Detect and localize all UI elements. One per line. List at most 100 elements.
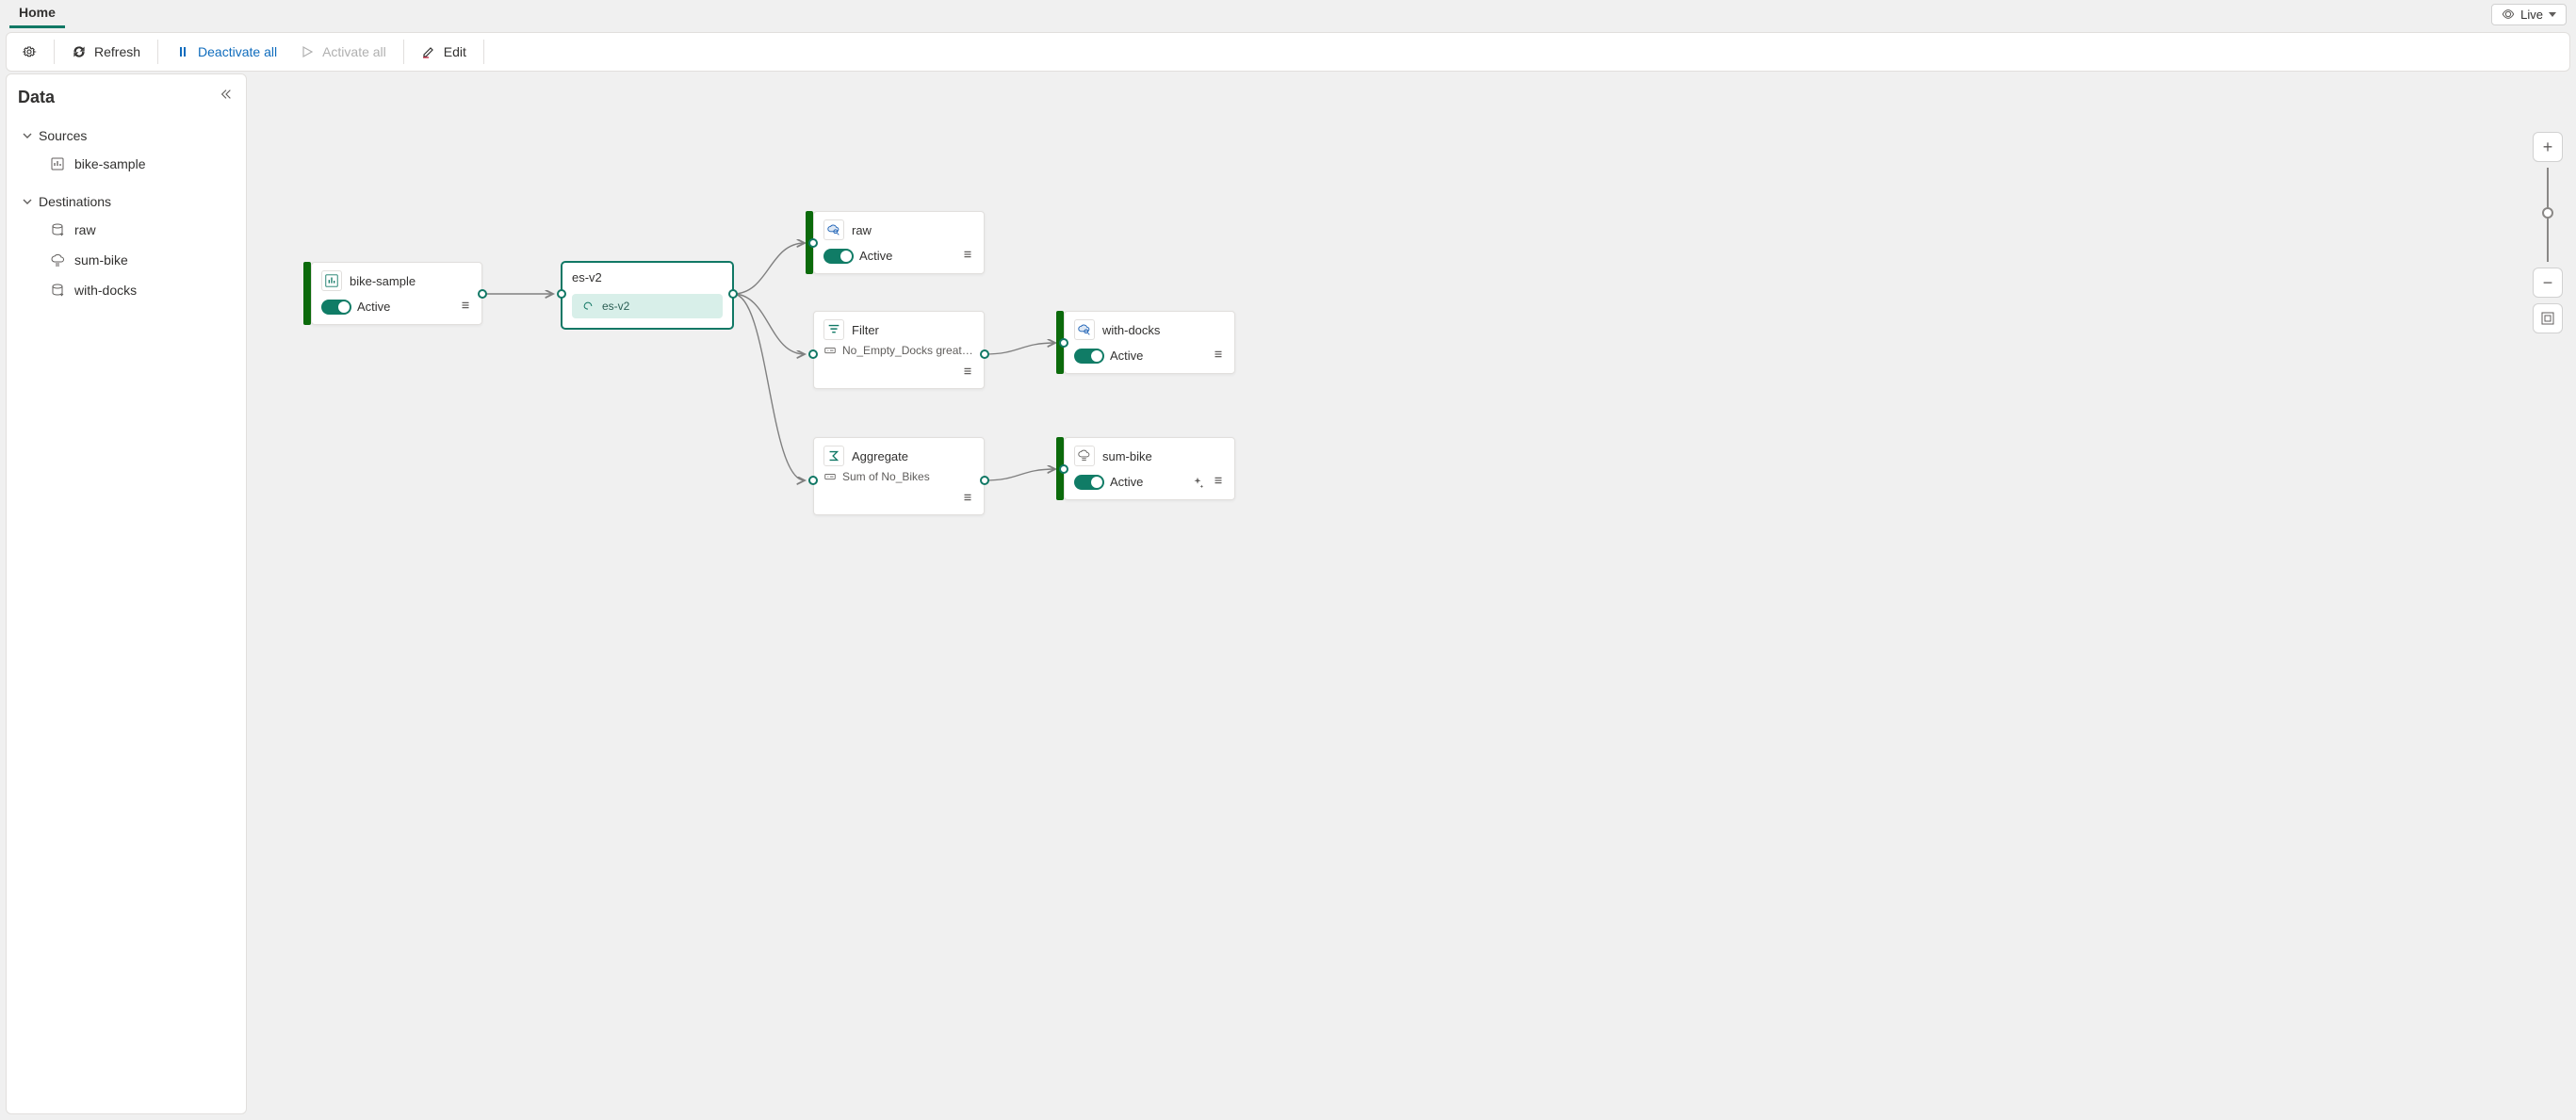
cloud-db-icon [1074, 446, 1095, 466]
menu-icon[interactable] [1212, 348, 1225, 361]
active-label: Active [1110, 475, 1143, 489]
sources-header[interactable]: Sources [18, 122, 235, 149]
database-icon [50, 283, 65, 298]
edge [733, 294, 805, 354]
node-raw[interactable]: rawActive [813, 211, 985, 274]
side-panel-title: Data [18, 88, 235, 107]
chevron-down-icon [22, 130, 33, 141]
bar-chart-icon [321, 270, 342, 291]
node-title: bike-sample [350, 274, 416, 288]
active-label: Active [357, 300, 390, 314]
collapse-panel-button[interactable] [220, 88, 233, 104]
gear-icon [22, 44, 37, 59]
edit-icon [421, 44, 436, 59]
node-accent [303, 262, 311, 325]
menu-icon[interactable] [961, 491, 974, 504]
node-subtitle: No_Empty_Docks greater t… [842, 344, 974, 357]
destination-item[interactable]: raw [18, 215, 235, 245]
active-toggle[interactable] [321, 300, 351, 315]
chevron-double-left-icon [220, 88, 233, 101]
activate-all-label: Activate all [322, 44, 386, 59]
destination-item-label: sum-bike [74, 252, 128, 268]
field-icon [823, 470, 837, 483]
canvas-controls: + − [2533, 132, 2563, 333]
activate-all-button[interactable]: Activate all [290, 39, 396, 65]
live-mode-button[interactable]: Live [2491, 4, 2567, 25]
menu-icon[interactable] [961, 248, 974, 261]
edit-label: Edit [444, 44, 466, 59]
output-port[interactable] [980, 349, 989, 359]
zoom-slider-thumb[interactable] [2542, 207, 2553, 219]
sources-group: Sources bike-sample [18, 122, 235, 179]
edge [985, 469, 1055, 480]
input-port[interactable] [808, 476, 818, 485]
node-title: es-v2 [572, 270, 602, 284]
menu-icon[interactable] [1212, 474, 1225, 487]
menu-icon[interactable] [459, 299, 472, 312]
fit-icon [2540, 311, 2555, 326]
input-port[interactable] [808, 238, 818, 248]
active-toggle[interactable] [823, 249, 854, 264]
node-filter[interactable]: Filter No_Empty_Docks greater t… [813, 311, 985, 389]
node-title: with-docks [1102, 323, 1160, 337]
node-title: sum-bike [1102, 449, 1152, 463]
node-title: Filter [852, 323, 879, 337]
input-port[interactable] [1059, 464, 1068, 474]
flow-canvas[interactable]: bike-sample Active es-v2 es-v2 rawActive Filt… [254, 73, 2570, 1114]
deactivate-all-button[interactable]: Deactivate all [166, 39, 286, 65]
node-subtitle: Sum of No_Bikes [842, 470, 930, 483]
destinations-header[interactable]: Destinations [18, 188, 235, 215]
deactivate-all-label: Deactivate all [198, 44, 277, 59]
zoom-in-button[interactable]: + [2533, 132, 2563, 162]
active-toggle[interactable] [1074, 349, 1104, 364]
zoom-out-button[interactable]: − [2533, 268, 2563, 298]
active-toggle[interactable] [1074, 475, 1104, 490]
play-icon [300, 44, 315, 59]
node-es-v2[interactable]: es-v2 es-v2 [562, 262, 733, 329]
output-port[interactable] [728, 289, 738, 299]
menu-icon[interactable] [961, 365, 974, 378]
active-label: Active [859, 249, 892, 263]
zoom-slider-track[interactable] [2547, 168, 2549, 262]
destination-item-label: with-docks [74, 283, 137, 298]
node-bike-sample[interactable]: bike-sample Active [311, 262, 482, 325]
chevron-down-icon [22, 196, 33, 207]
destinations-label: Destinations [39, 194, 111, 209]
toolbar: Refresh Deactivate all Activate all Edit [6, 32, 2570, 72]
pause-icon [175, 44, 190, 59]
output-port[interactable] [478, 289, 487, 299]
edge [733, 294, 805, 480]
eye-icon [2502, 8, 2515, 21]
refresh-button[interactable]: Refresh [62, 39, 150, 65]
node-with-docks[interactable]: with-docksActive [1064, 311, 1235, 374]
input-port[interactable] [808, 349, 818, 359]
destination-item[interactable]: with-docks [18, 275, 235, 305]
swirl-icon [581, 300, 595, 313]
field-icon [823, 344, 837, 357]
source-item[interactable]: bike-sample [18, 149, 235, 179]
input-port[interactable] [557, 289, 566, 299]
sparkle-icon [1191, 476, 1204, 489]
stream-pill[interactable]: es-v2 [572, 294, 723, 318]
input-port[interactable] [1059, 338, 1068, 348]
node-sum-bike[interactable]: sum-bike Active [1064, 437, 1235, 500]
refresh-icon [72, 44, 87, 59]
cloud-database-icon [50, 252, 65, 268]
edge [733, 243, 805, 294]
tab-strip: Home Live [0, 0, 2576, 28]
data-side-panel: Data Sources bike-sample Destinations ra… [6, 73, 247, 1114]
output-port[interactable] [980, 476, 989, 485]
caret-down-icon [2549, 12, 2556, 17]
tab-home[interactable]: Home [9, 1, 65, 28]
edit-button[interactable]: Edit [412, 39, 476, 65]
fit-view-button[interactable] [2533, 303, 2563, 333]
destination-item[interactable]: sum-bike [18, 245, 235, 275]
edge [985, 343, 1055, 354]
node-aggregate[interactable]: Aggregate Sum of No_Bikes [813, 437, 985, 515]
settings-button[interactable] [12, 39, 46, 65]
cloud-search-icon [823, 219, 844, 240]
filter-icon [823, 319, 844, 340]
node-title: Aggregate [852, 449, 908, 463]
bar-chart-icon [50, 156, 65, 171]
source-item-label: bike-sample [74, 156, 145, 171]
